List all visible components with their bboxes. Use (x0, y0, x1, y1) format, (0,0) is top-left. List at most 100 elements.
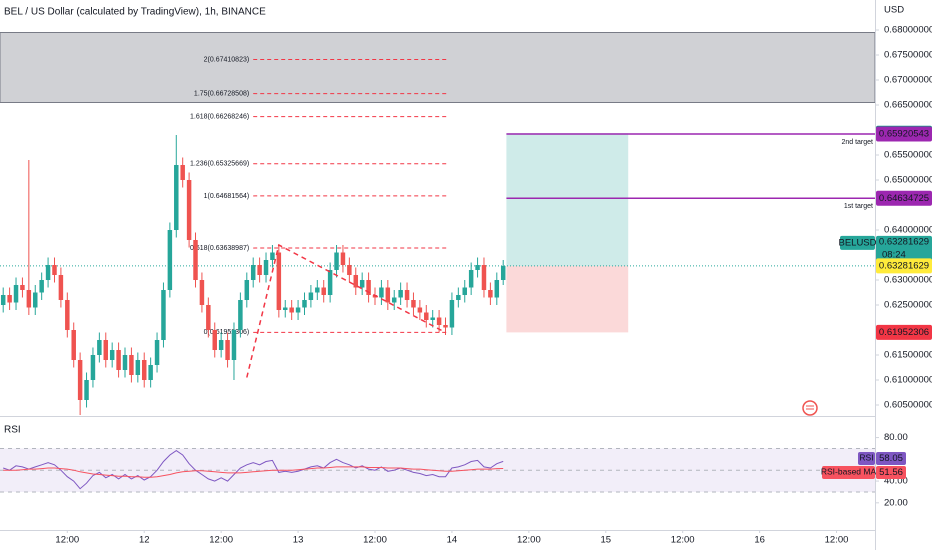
candle-body (218, 340, 224, 350)
rsi-title: RSI (4, 425, 21, 436)
countdown-text: 08:24 (882, 249, 906, 260)
candle-body (347, 265, 352, 275)
y-tick-label: 0.61500000 (884, 350, 932, 361)
candle-body (167, 230, 173, 290)
candle-body (263, 260, 269, 275)
candle-body (231, 330, 237, 360)
candle-body (404, 290, 410, 300)
candle-body (212, 330, 217, 350)
candle-body (379, 287, 384, 298)
candle-body (321, 287, 326, 295)
candle-body (7, 295, 12, 303)
rsi-tick-label: 40.00 (884, 476, 908, 487)
candle-body (97, 340, 102, 355)
candle-body (52, 265, 57, 275)
rsi-line (3, 466, 504, 478)
candle-body (33, 292, 38, 308)
legend-name-box (858, 451, 875, 465)
x-tick-label: 12:00 (825, 535, 849, 546)
stop-badge (876, 324, 932, 340)
resistance-zone (0, 32, 876, 103)
target-label: 2nd target (841, 139, 873, 146)
candle-body (276, 252, 282, 310)
chart-title: BEL / US Dollar (calculated by TradingVi… (4, 7, 266, 18)
fib-label: 1.236(0.65325669) (190, 161, 249, 168)
currency: USD (884, 5, 904, 16)
candle-body (468, 270, 474, 288)
candle-body (58, 275, 64, 300)
candle-body (244, 280, 250, 300)
fib-label: 1.75(0.66728508) (194, 90, 249, 97)
candle-body (39, 280, 44, 293)
candle-body (186, 180, 192, 240)
entry-badge (876, 258, 932, 274)
candle-body (193, 240, 198, 280)
candle-body (302, 300, 307, 308)
candle-body (65, 300, 70, 330)
candle-body (391, 297, 397, 303)
candle-body (199, 280, 205, 305)
fib-label: 0(0.61952306) (204, 329, 250, 336)
candle-body (308, 292, 314, 300)
fib-label: 1.618(0.66268246) (190, 113, 249, 120)
y-tick-label: 0.65500000 (884, 150, 932, 161)
x-tick-label: 12:00 (517, 535, 541, 546)
position-loss (506, 265, 629, 333)
rsi-line (3, 449, 504, 490)
candle-body (116, 350, 121, 370)
y-tick-label: 0.68000000 (884, 25, 932, 36)
entry-badge-text: 0.63281629 (879, 260, 929, 271)
candle-body (289, 307, 294, 313)
target-label: 1st target (844, 203, 873, 210)
alert-icon[interactable] (802, 400, 818, 416)
candle-body (206, 305, 211, 330)
candle-body (488, 290, 493, 298)
legend-name: RSI (859, 453, 873, 463)
y-tick-label: 0.63000000 (884, 275, 932, 286)
candle-body (77, 360, 83, 400)
x-tick-label: 16 (754, 535, 765, 546)
candle-body (500, 265, 506, 280)
last-price-badge (876, 235, 932, 262)
pattern-line (246, 243, 446, 378)
candle-body (250, 265, 256, 280)
candle-body (180, 165, 185, 180)
candle-body (238, 300, 243, 330)
candle-body (424, 312, 429, 320)
fib-label: 2(0.67410823) (204, 56, 250, 63)
legend-name: RSI-based MA (821, 467, 877, 477)
candle-body (481, 265, 487, 290)
candle-body (366, 280, 371, 295)
x-tick-label: 12 (139, 535, 150, 546)
candle-body (26, 290, 32, 308)
candle-body (411, 300, 416, 308)
candle-body (148, 365, 153, 380)
candle-body (462, 287, 467, 295)
candle-body (456, 295, 461, 300)
candle-body (90, 355, 96, 380)
y-tick-label: 0.67500000 (884, 50, 932, 61)
x-tick-label: 14 (447, 535, 458, 546)
legend-value-box (876, 465, 906, 479)
candle-body (161, 290, 166, 340)
y-tick-label: 0.62500000 (884, 300, 932, 311)
x-tick-label: 12:00 (671, 535, 695, 546)
candle-body (84, 380, 89, 400)
stop-badge-text: 0.61952306 (879, 327, 929, 338)
candle-body (430, 317, 435, 320)
candle-body (225, 340, 230, 360)
candle-body (270, 252, 275, 260)
candle-body (103, 340, 109, 360)
x-tick-label: 12:00 (209, 535, 233, 546)
candle-body (283, 307, 288, 310)
candle-body (443, 325, 448, 328)
candle-body (122, 355, 128, 370)
y-tick-label: 0.60500000 (884, 400, 932, 411)
candle-body (0, 295, 6, 305)
position-profit (506, 133, 629, 266)
candle-body (315, 287, 320, 293)
fib-label: 1(0.64681564) (204, 193, 250, 200)
candle-body (45, 265, 51, 280)
rsi-tick-label: 20.00 (884, 497, 908, 508)
